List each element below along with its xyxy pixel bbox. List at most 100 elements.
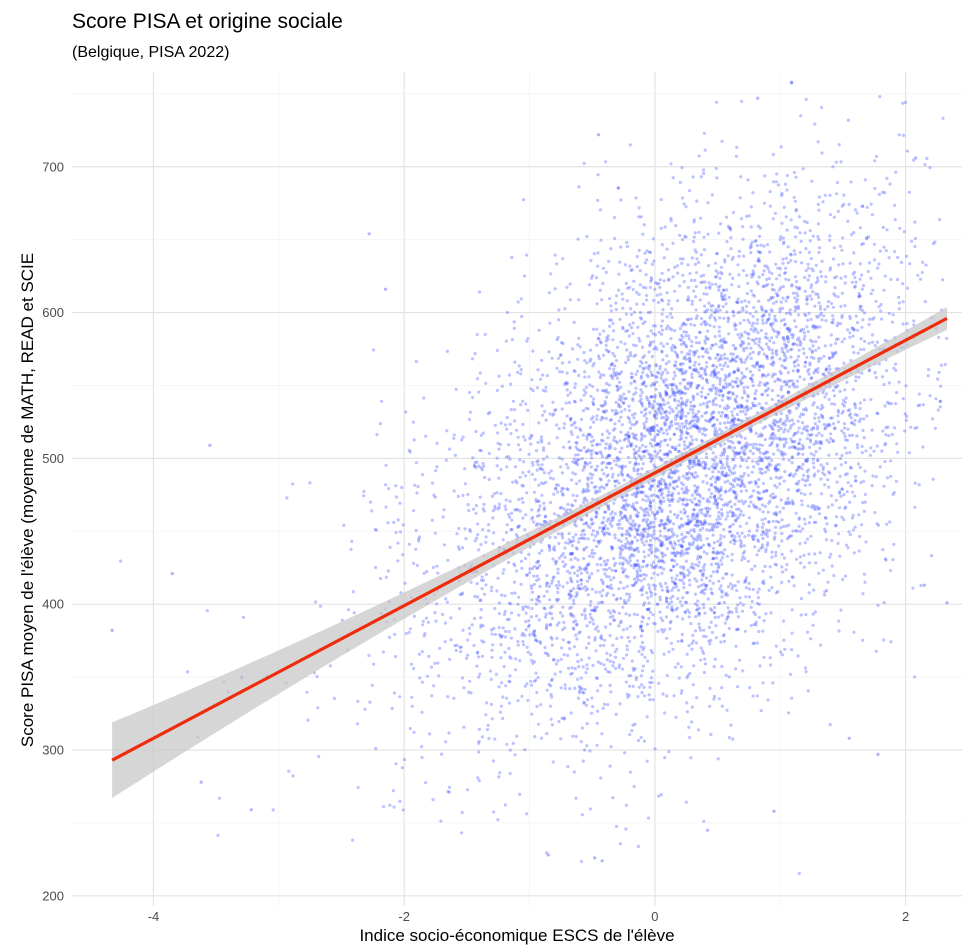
data-point: [700, 511, 703, 514]
data-point: [466, 654, 469, 657]
data-point: [817, 367, 820, 370]
data-point: [726, 365, 729, 368]
data-point: [808, 591, 811, 594]
data-point: [808, 583, 811, 586]
data-point: [794, 253, 797, 256]
data-point: [814, 561, 817, 564]
data-point: [742, 603, 745, 606]
data-point: [720, 508, 723, 511]
data-point: [492, 531, 495, 534]
data-point: [630, 505, 633, 508]
data-point: [452, 697, 455, 700]
data-point: [619, 842, 622, 845]
data-point: [656, 294, 659, 297]
data-point: [724, 474, 727, 477]
data-point: [509, 500, 512, 503]
data-point: [713, 695, 716, 698]
data-point: [641, 565, 644, 568]
data-point: [533, 630, 536, 633]
data-point: [716, 506, 719, 509]
data-point: [353, 611, 356, 614]
data-point: [522, 198, 525, 201]
data-point: [775, 645, 778, 648]
data-point: [552, 576, 555, 579]
data-point: [800, 413, 803, 416]
data-point: [669, 312, 672, 315]
data-point: [626, 504, 629, 507]
data-point: [653, 396, 656, 399]
data-point: [504, 610, 507, 613]
data-point: [819, 305, 822, 308]
data-point: [668, 395, 671, 398]
data-point: [676, 534, 679, 537]
data-point: [868, 318, 871, 321]
data-point: [527, 470, 530, 473]
data-point: [736, 685, 739, 688]
data-point: [509, 432, 512, 435]
data-point: [859, 305, 862, 308]
data-point: [626, 693, 629, 696]
data-point: [843, 304, 846, 307]
data-point: [941, 278, 944, 281]
data-point: [667, 490, 670, 493]
data-point: [842, 203, 845, 206]
data-point: [514, 465, 517, 468]
data-point: [750, 245, 753, 248]
data-point: [622, 393, 625, 396]
data-point: [498, 375, 501, 378]
data-point: [633, 507, 636, 510]
data-point: [576, 569, 579, 572]
data-point: [604, 524, 607, 527]
data-point: [745, 446, 748, 449]
data-point: [723, 640, 726, 643]
data-point: [876, 412, 879, 415]
data-point: [646, 335, 649, 338]
data-point: [729, 228, 732, 231]
data-point: [715, 636, 718, 639]
data-point: [555, 663, 558, 666]
data-point: [818, 507, 821, 510]
data-point: [812, 458, 815, 461]
data-point: [736, 413, 739, 416]
data-point: [732, 311, 735, 314]
data-point: [690, 435, 693, 438]
data-point: [795, 280, 798, 283]
data-point: [380, 400, 383, 403]
data-point: [628, 409, 631, 412]
data-point: [800, 613, 803, 616]
data-point: [467, 503, 470, 506]
data-point: [695, 696, 698, 699]
data-point: [493, 505, 496, 508]
data-point: [375, 433, 378, 436]
data-point: [570, 424, 573, 427]
data-point: [719, 559, 722, 562]
data-point: [843, 388, 846, 391]
data-point: [888, 312, 891, 315]
data-point: [744, 413, 747, 416]
data-point: [798, 516, 801, 519]
data-point: [496, 349, 499, 352]
data-point: [690, 373, 693, 376]
data-point: [603, 560, 606, 563]
data-point: [854, 475, 857, 478]
data-point: [843, 422, 846, 425]
data-point: [875, 650, 878, 653]
data-point: [362, 490, 365, 493]
data-point: [828, 356, 831, 359]
data-point: [772, 302, 775, 305]
data-point: [823, 593, 826, 596]
data-point: [629, 427, 632, 430]
data-point: [711, 592, 714, 595]
data-point: [884, 558, 887, 561]
data-point: [666, 432, 669, 435]
data-point: [725, 382, 728, 385]
data-point: [806, 470, 809, 473]
data-point: [766, 394, 769, 397]
data-point: [643, 577, 646, 580]
data-point: [686, 382, 689, 385]
data-point: [683, 280, 686, 283]
data-point: [781, 258, 784, 261]
data-point: [832, 306, 835, 309]
data-point: [498, 626, 501, 629]
data-point: [576, 660, 579, 663]
